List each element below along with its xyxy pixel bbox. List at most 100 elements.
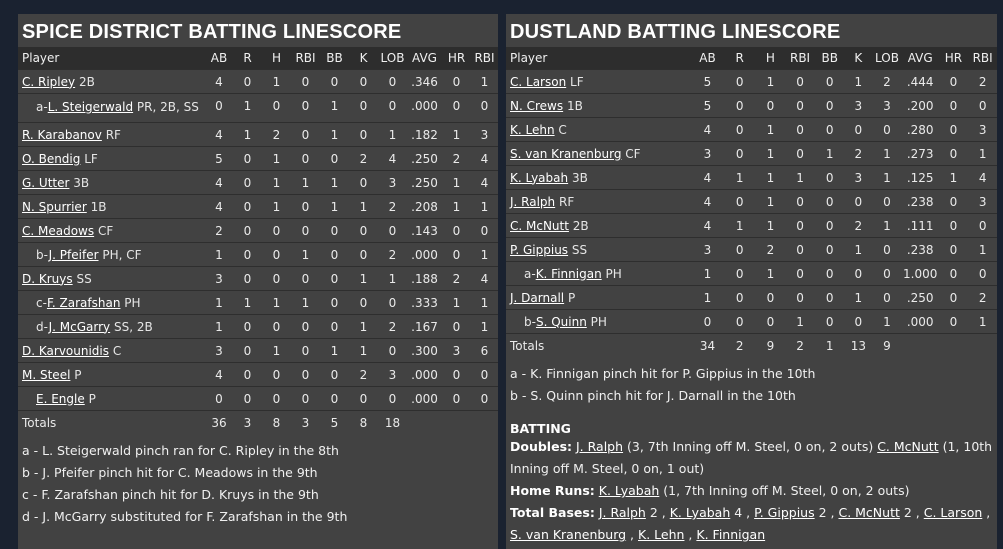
stat-cell: 13	[844, 333, 873, 357]
player-link[interactable]: M. Steel	[22, 367, 71, 382]
stat-cell: 0	[872, 285, 902, 310]
stat-cell: .182	[407, 122, 442, 147]
stat-cell: 1	[378, 122, 407, 147]
player-link[interactable]: J. Ralph	[576, 439, 624, 454]
player-cell: N. Crews 1B	[506, 93, 692, 118]
stat-cell: .208	[407, 194, 442, 219]
stat-cell: 1	[723, 213, 756, 238]
player-link[interactable]: C. Meadows	[22, 223, 95, 238]
player-link[interactable]: J. Darnall	[510, 290, 565, 305]
stat-cell: 0	[785, 93, 815, 118]
player-link[interactable]: S. Quinn	[535, 314, 587, 329]
player-link[interactable]: C. Larson	[510, 74, 567, 89]
stat-cell: 0	[814, 285, 845, 310]
player-link[interactable]: E. Engle	[36, 391, 85, 406]
player-link[interactable]: R. Karabanov	[22, 127, 102, 142]
player-link[interactable]: J. Ralph	[510, 194, 556, 209]
stat-cell: 0	[349, 386, 378, 411]
stat-cell: 0	[378, 69, 407, 94]
stat-cell: 0	[814, 237, 845, 262]
column-header: LOB	[378, 47, 407, 70]
stat-cell: 0	[723, 69, 756, 94]
player-link[interactable]: L. Steigerwald	[47, 100, 134, 114]
column-header: BB	[814, 47, 845, 70]
player-link[interactable]: K. Lehn	[638, 527, 685, 542]
stat-cell: 5	[205, 146, 233, 171]
player-link[interactable]: D. Karvounidis	[22, 343, 110, 358]
stat-cell: 4	[968, 165, 997, 190]
stat-cell: .250	[901, 285, 939, 310]
stat-cell: 0	[844, 261, 873, 286]
table-row: b-J. Pfeifer PH, CF 1 0 0 1 0 0 2.000 0 1	[18, 242, 498, 267]
player-link[interactable]: N. Crews	[510, 98, 564, 113]
stat-cell: 1	[785, 309, 815, 334]
stat-cell: 0	[262, 266, 291, 291]
stat-cell: 0	[291, 314, 320, 339]
player-link[interactable]: P. Gippius	[754, 505, 815, 520]
column-header: AB	[205, 47, 233, 70]
player-link[interactable]: D. Kruys	[22, 271, 73, 286]
table-row: a-K. Finnigan PH 1 0 1 0 0 0 0 1.000 0 0	[506, 261, 997, 286]
player-link[interactable]: N. Spurrier	[22, 199, 87, 214]
stat-cell	[442, 410, 471, 434]
player-link[interactable]: C. McNutt	[877, 439, 939, 454]
table-row: N. Crews 1B 5 0 0 0 0 3 3.200 0 0	[506, 93, 997, 118]
stat-cell: .188	[407, 266, 442, 291]
table-row: b-S. Quinn PH 0 0 0 1 0 0 1.000 0 1	[506, 309, 997, 334]
player-link[interactable]: K. Lyabah	[669, 505, 731, 520]
player-link[interactable]: K. Finnigan	[535, 266, 602, 281]
player-link[interactable]: K. Lyabah	[598, 483, 660, 498]
sub-prefix: c-	[36, 295, 47, 310]
player-link[interactable]: P. Gippius	[510, 242, 569, 257]
stat-cell: 0	[262, 386, 291, 411]
stat-cell: .238	[901, 237, 939, 262]
stat-cell: 0	[938, 285, 969, 310]
doubles-detail: (3, 7th Inning off M. Steel, 0 on, 2 out…	[623, 439, 874, 454]
player-position: CF	[625, 146, 641, 161]
player-link[interactable]: S. van Kranenburg	[510, 146, 622, 161]
stat-cell: 0	[755, 93, 786, 118]
player-link[interactable]: C. McNutt	[510, 218, 569, 233]
stat-cell: 9	[755, 333, 786, 357]
player-link[interactable]: J. Pfeifer	[48, 247, 99, 262]
table-row: R. Karabanov RF 4 1 2 0 1 0 1.182 1 3	[18, 122, 498, 147]
stat-cell: 0	[814, 213, 845, 238]
player-link[interactable]: J. Ralph	[598, 505, 646, 520]
stat-cell: 0	[378, 338, 407, 363]
stat-cell: 3	[233, 410, 262, 434]
stat-cell: 1	[262, 146, 291, 171]
stat-cell: 0	[291, 93, 320, 123]
player-link[interactable]: S. van Kranenburg	[510, 527, 627, 542]
stat-cell: .200	[901, 93, 939, 118]
stat-cell: 0	[723, 261, 756, 286]
stat-cell: 0	[723, 141, 756, 166]
player-link[interactable]: O. Bendig	[22, 151, 81, 166]
stat-cell: 1	[755, 189, 786, 214]
stat-cell: 0	[349, 93, 378, 123]
player-position: C	[558, 122, 567, 137]
player-link[interactable]: C. McNutt	[838, 505, 900, 520]
player-link[interactable]: K. Lyabah	[510, 170, 569, 185]
player-link[interactable]: G. Utter	[22, 175, 70, 190]
stat-cell: 5	[691, 93, 724, 118]
stat-cell: 0	[320, 266, 349, 291]
spice-district-panel: SPICE DISTRICT BATTING LINESCORE Player A…	[18, 14, 498, 549]
column-header: AVG	[407, 47, 442, 70]
player-link[interactable]: J. McGarry	[48, 319, 111, 334]
player-cell: S. van Kranenburg CF	[506, 141, 692, 166]
stat-cell: 1	[755, 261, 786, 286]
total-bases-line: Total Bases: J. Ralph 2 , K. Lyabah 4 , …	[510, 502, 993, 546]
batting-heading: BATTING	[510, 421, 571, 436]
player-link[interactable]: C. Ripley	[22, 74, 76, 89]
stat-cell: 1	[691, 285, 724, 310]
player-cell: P. Gippius SS	[506, 237, 692, 262]
stat-cell: 36	[205, 410, 233, 434]
player-link[interactable]: K. Lehn	[510, 122, 555, 137]
player-link[interactable]: K. Finnigan	[696, 527, 766, 542]
player-link[interactable]: C. Larson	[923, 505, 983, 520]
player-cell: C. Meadows CF	[18, 218, 205, 243]
player-link[interactable]: F. Zarafshan	[46, 295, 121, 310]
stat-cell: 18	[378, 410, 407, 434]
stat-cell: 0	[262, 218, 291, 243]
stat-cell: 0	[320, 146, 349, 171]
